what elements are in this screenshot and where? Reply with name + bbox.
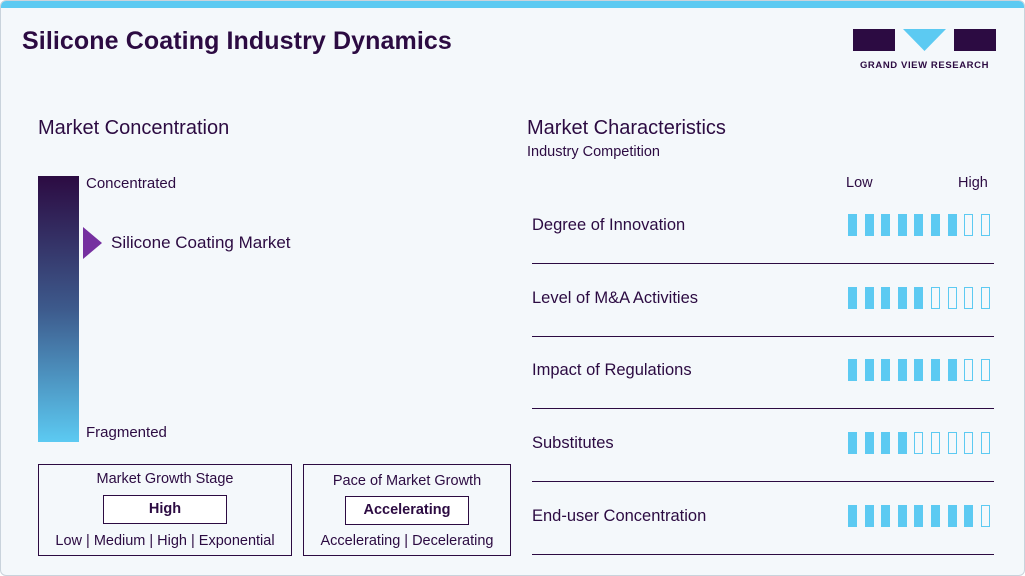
growth-option-low: Low <box>55 533 83 549</box>
rating-bar-substitutes <box>848 432 997 455</box>
rating-segment-empty <box>980 504 990 527</box>
market-growth-stage-box: Market Growth Stage High Low | Medium | High… <box>38 464 292 556</box>
market-position-label: Silicone Coating Market <box>111 232 291 252</box>
top-accent-bar <box>1 1 1024 8</box>
rating-segment-filled <box>947 214 957 236</box>
rating-segment-filled <box>864 286 874 309</box>
growth-option-medium: Medium <box>93 533 146 549</box>
rating-segment-filled <box>914 359 924 382</box>
rating-segment-filled <box>964 504 974 527</box>
rating-segment-filled <box>931 214 940 236</box>
rating-segment-empty <box>964 214 974 236</box>
rating-segment-filled <box>914 286 924 309</box>
rating-segment-filled <box>947 359 957 382</box>
row-divider <box>532 263 994 264</box>
option-separator: | <box>86 533 90 549</box>
rating-segment-filled <box>914 504 924 527</box>
pace-of-market-growth-box: Pace of Market Growth Accelerating Accel… <box>303 464 511 556</box>
rating-bar-level-of-ma-activities <box>848 286 997 309</box>
industry-competition-subtitle: Industry Competition <box>527 144 660 160</box>
rating-segment-filled <box>864 214 874 236</box>
rating-segment-empty <box>964 432 974 455</box>
rating-segment-empty <box>931 286 940 309</box>
rating-segment-empty <box>980 214 990 236</box>
logo-block-g <box>853 29 895 51</box>
rating-segment-empty <box>980 359 990 382</box>
rating-segment-empty <box>947 432 957 455</box>
rating-segment-empty <box>980 286 990 309</box>
grand-view-research-logo: GRAND VIEW RESEARCH <box>853 29 996 73</box>
row-divider <box>532 481 994 483</box>
row-divider <box>532 408 994 410</box>
rating-segment-filled <box>881 286 891 309</box>
rating-segment-filled <box>897 214 907 236</box>
logo-block-r <box>954 29 996 51</box>
rating-segment-filled <box>897 432 907 455</box>
rating-segment-empty <box>947 286 957 309</box>
market-growth-stage-options: Low | Medium | High | Exponential <box>39 533 291 549</box>
rating-segment-filled <box>931 359 940 382</box>
growth-option-high: High <box>157 533 187 549</box>
row-label-end-user-concentration: End-user Concentration <box>532 506 707 525</box>
pace-option-accelerating: Accelerating <box>320 533 401 549</box>
rating-bar-degree-of-innovation <box>848 214 997 236</box>
market-concentration-title: Market Concentration <box>38 117 230 139</box>
row-label-substitutes: Substitutes <box>532 434 614 453</box>
rating-segment-filled <box>881 432 891 455</box>
fragmented-label: Fragmented <box>86 424 167 441</box>
logo-triangle-icon <box>903 29 946 51</box>
rating-segment-filled <box>897 359 907 382</box>
rating-segment-empty <box>914 432 924 455</box>
row-label-impact-of-regulations: Impact of Regulations <box>532 361 692 380</box>
rating-segment-filled <box>914 214 924 236</box>
pace-of-market-growth-value: Accelerating <box>345 496 469 525</box>
rating-segment-empty <box>980 432 990 455</box>
pace-of-market-growth-options: Accelerating | Decelerating <box>304 533 510 549</box>
row-label-level-of-ma-activities: Level of M&A Activities <box>532 288 698 307</box>
market-characteristics-title: Market Characteristics <box>527 117 726 139</box>
rating-segment-empty <box>964 359 974 382</box>
rating-segment-filled <box>848 432 857 455</box>
pace-of-market-growth-title: Pace of Market Growth <box>332 473 482 489</box>
rating-bar-end-user-concentration <box>848 504 997 527</box>
row-divider <box>532 335 994 337</box>
rating-segment-filled <box>864 432 874 455</box>
rating-segment-filled <box>881 504 891 527</box>
rating-segment-filled <box>848 286 857 309</box>
rating-segment-filled <box>897 286 907 309</box>
rating-segment-empty <box>931 432 940 455</box>
pace-option-decelerating: Decelerating <box>412 533 494 549</box>
row-divider <box>532 553 994 555</box>
rating-segment-filled <box>881 359 891 382</box>
market-growth-stage-title: Market Growth Stage <box>96 471 234 487</box>
option-separator: | <box>404 533 409 549</box>
row-label-degree-of-innovation: Degree of Innovation <box>532 216 686 234</box>
rating-bar-impact-of-regulations <box>848 359 997 382</box>
growth-option-exponential: Exponential <box>198 533 275 549</box>
rating-segment-filled <box>897 504 907 527</box>
scale-high-label: High <box>958 175 988 191</box>
rating-segment-filled <box>848 214 857 236</box>
rating-segment-filled <box>931 504 940 527</box>
logo-text: GRAND VIEW RESEARCH <box>859 60 990 71</box>
option-separator: | <box>149 533 154 549</box>
rating-segment-empty <box>964 286 974 309</box>
scale-low-label: Low <box>846 175 873 191</box>
rating-segment-filled <box>864 359 874 382</box>
rating-segment-filled <box>848 504 857 527</box>
market-growth-stage-value: High <box>103 495 227 524</box>
concentrated-label: Concentrated <box>86 175 177 192</box>
rating-segment-filled <box>947 504 957 527</box>
concentration-gradient-bar <box>38 176 79 442</box>
page-title: Silicone Coating Industry Dynamics <box>22 27 452 55</box>
rating-segment-filled <box>881 214 891 236</box>
rating-segment-filled <box>848 359 857 382</box>
option-separator: | <box>191 533 195 549</box>
market-position-marker-icon <box>83 226 102 259</box>
rating-segment-filled <box>864 504 874 527</box>
